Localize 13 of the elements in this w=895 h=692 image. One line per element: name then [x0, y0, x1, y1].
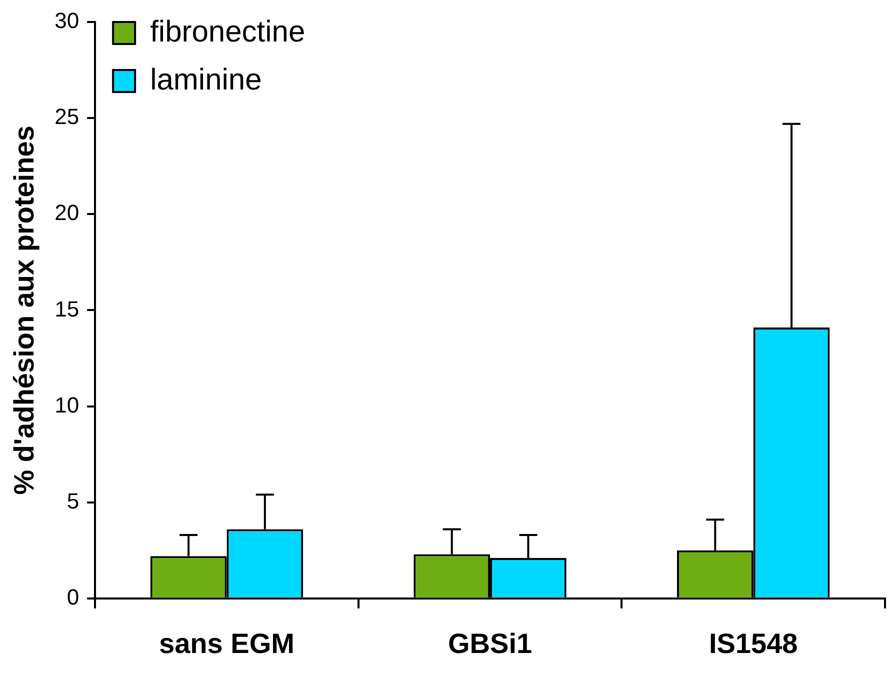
legend-label: laminine [150, 63, 262, 96]
x-tick-label: GBSi1 [448, 628, 532, 659]
y-tick-label: 25 [54, 104, 80, 130]
y-axis-title: % d'adhésion aux proteines [8, 126, 40, 495]
y-tick-label: 0 [66, 584, 80, 610]
y-tick-label: 20 [54, 200, 80, 226]
x-tick-label: sans EGM [159, 628, 294, 659]
x-tick-label: IS1548 [708, 628, 798, 659]
legend-label: fibronectine [150, 15, 306, 48]
y-tick-label: 10 [54, 392, 80, 418]
y-tick-label: 30 [54, 8, 80, 34]
y-tick-label: 5 [66, 488, 80, 514]
y-tick-label: 15 [54, 296, 80, 322]
